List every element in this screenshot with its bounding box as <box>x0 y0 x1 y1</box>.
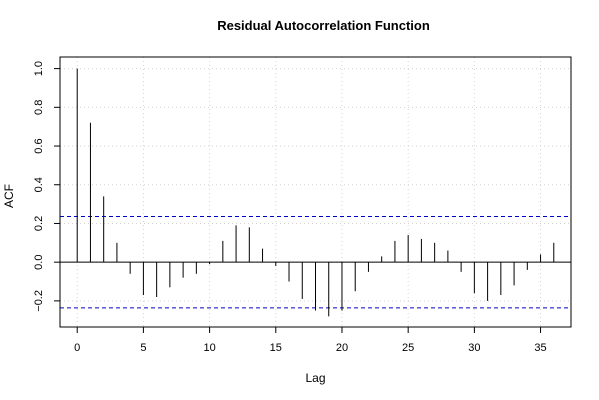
x-tick-label-1: 5 <box>140 342 146 354</box>
x-tick-label-3: 15 <box>270 342 282 354</box>
y-axis: −0.2 0.0 0.2 0.4 0.6 0.8 1.0 <box>33 61 61 312</box>
chart-title: Residual Autocorrelation Function <box>217 18 430 33</box>
y-tick-label-0: −0.2 <box>33 290 45 312</box>
y-axis-label: ACF <box>2 184 16 208</box>
x-axis-label: Lag <box>305 371 325 385</box>
y-tick-label-6: 1.0 <box>33 61 45 76</box>
acf-spikes <box>76 68 555 317</box>
x-tick-label-6: 30 <box>468 342 480 354</box>
y-tick-label-4: 0.6 <box>33 138 45 153</box>
x-tick-label-0: 0 <box>74 342 80 354</box>
x-tick-label-7: 35 <box>534 342 546 354</box>
x-tick-label-4: 20 <box>336 342 348 354</box>
y-tick-label-2: 0.2 <box>33 216 45 231</box>
y-tick-label-3: 0.4 <box>33 177 45 192</box>
x-tick-label-5: 25 <box>402 342 414 354</box>
x-axis: 0 5 10 15 20 25 30 35 <box>74 326 547 354</box>
y-tick-label-1: 0.0 <box>33 255 45 270</box>
x-tick-label-2: 10 <box>203 342 215 354</box>
y-tick-label-5: 0.8 <box>33 100 45 115</box>
